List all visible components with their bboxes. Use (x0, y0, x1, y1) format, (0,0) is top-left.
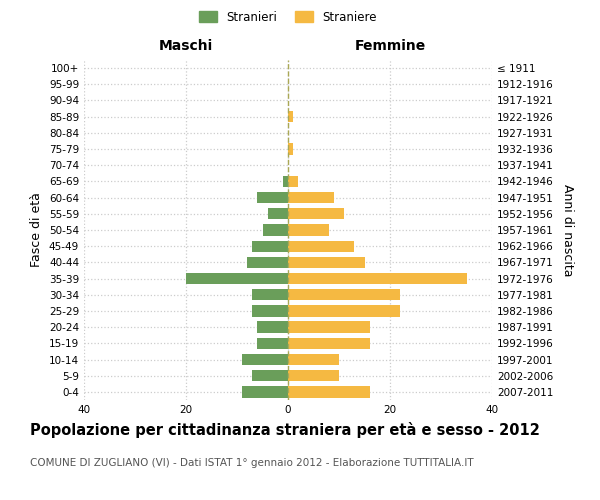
Bar (247, 256, 288, 268)
Y-axis label: Anni di nascita: Anni di nascita (560, 184, 574, 276)
Text: Maschi: Maschi (159, 39, 213, 53)
Bar (288, 256, 365, 268)
Bar (263, 224, 288, 235)
Y-axis label: Fasce di età: Fasce di età (31, 192, 43, 268)
Text: COMUNE DI ZUGLIANO (VI) - Dati ISTAT 1° gennaio 2012 - Elaborazione TUTTITALIA.I: COMUNE DI ZUGLIANO (VI) - Dati ISTAT 1° … (30, 458, 473, 468)
Bar (288, 322, 370, 333)
Bar (288, 306, 400, 316)
Bar (288, 370, 339, 382)
Bar (257, 322, 288, 333)
Bar (253, 289, 288, 300)
Bar (242, 354, 288, 365)
Text: Femmine: Femmine (355, 39, 425, 53)
Bar (186, 273, 288, 284)
Bar (288, 192, 334, 203)
Bar (288, 240, 355, 252)
Bar (288, 144, 293, 154)
Bar (257, 338, 288, 349)
Bar (288, 224, 329, 235)
Bar (257, 192, 288, 203)
Bar (288, 111, 293, 122)
Bar (288, 386, 370, 398)
Text: Popolazione per cittadinanza straniera per età e sesso - 2012: Popolazione per cittadinanza straniera p… (30, 422, 540, 438)
Bar (288, 289, 400, 300)
Bar (288, 208, 344, 220)
Bar (242, 386, 288, 398)
Bar (288, 176, 298, 187)
Bar (253, 370, 288, 382)
Bar (283, 176, 288, 187)
Bar (268, 208, 288, 220)
Bar (288, 273, 467, 284)
Bar (288, 354, 339, 365)
Bar (253, 240, 288, 252)
Legend: Stranieri, Straniere: Stranieri, Straniere (194, 6, 382, 28)
Bar (288, 338, 370, 349)
Bar (253, 306, 288, 316)
